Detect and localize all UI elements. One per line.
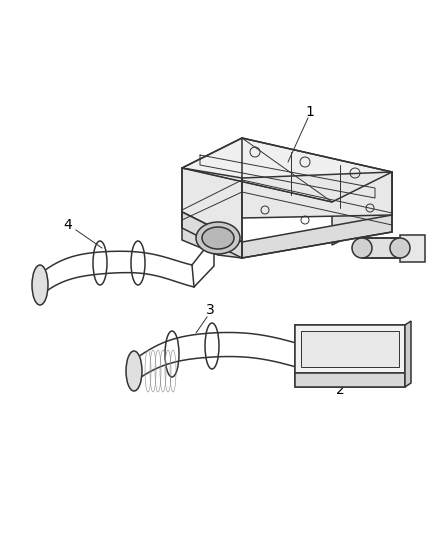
Ellipse shape — [32, 265, 48, 305]
Ellipse shape — [390, 238, 410, 258]
Text: 2: 2 — [336, 383, 344, 397]
Text: 1: 1 — [306, 105, 314, 119]
Polygon shape — [182, 168, 242, 242]
Ellipse shape — [352, 238, 372, 258]
Polygon shape — [182, 212, 242, 258]
Polygon shape — [242, 172, 392, 218]
Polygon shape — [362, 238, 400, 258]
Text: 4: 4 — [64, 218, 72, 232]
Polygon shape — [182, 212, 242, 258]
Polygon shape — [295, 373, 405, 387]
Polygon shape — [332, 172, 392, 245]
Text: 3: 3 — [205, 303, 214, 317]
Polygon shape — [301, 331, 399, 367]
Polygon shape — [182, 138, 392, 202]
Polygon shape — [242, 215, 392, 258]
Polygon shape — [405, 321, 411, 387]
Ellipse shape — [202, 227, 234, 249]
Ellipse shape — [126, 351, 142, 391]
Ellipse shape — [196, 222, 240, 254]
Polygon shape — [295, 325, 405, 373]
Polygon shape — [400, 235, 425, 262]
